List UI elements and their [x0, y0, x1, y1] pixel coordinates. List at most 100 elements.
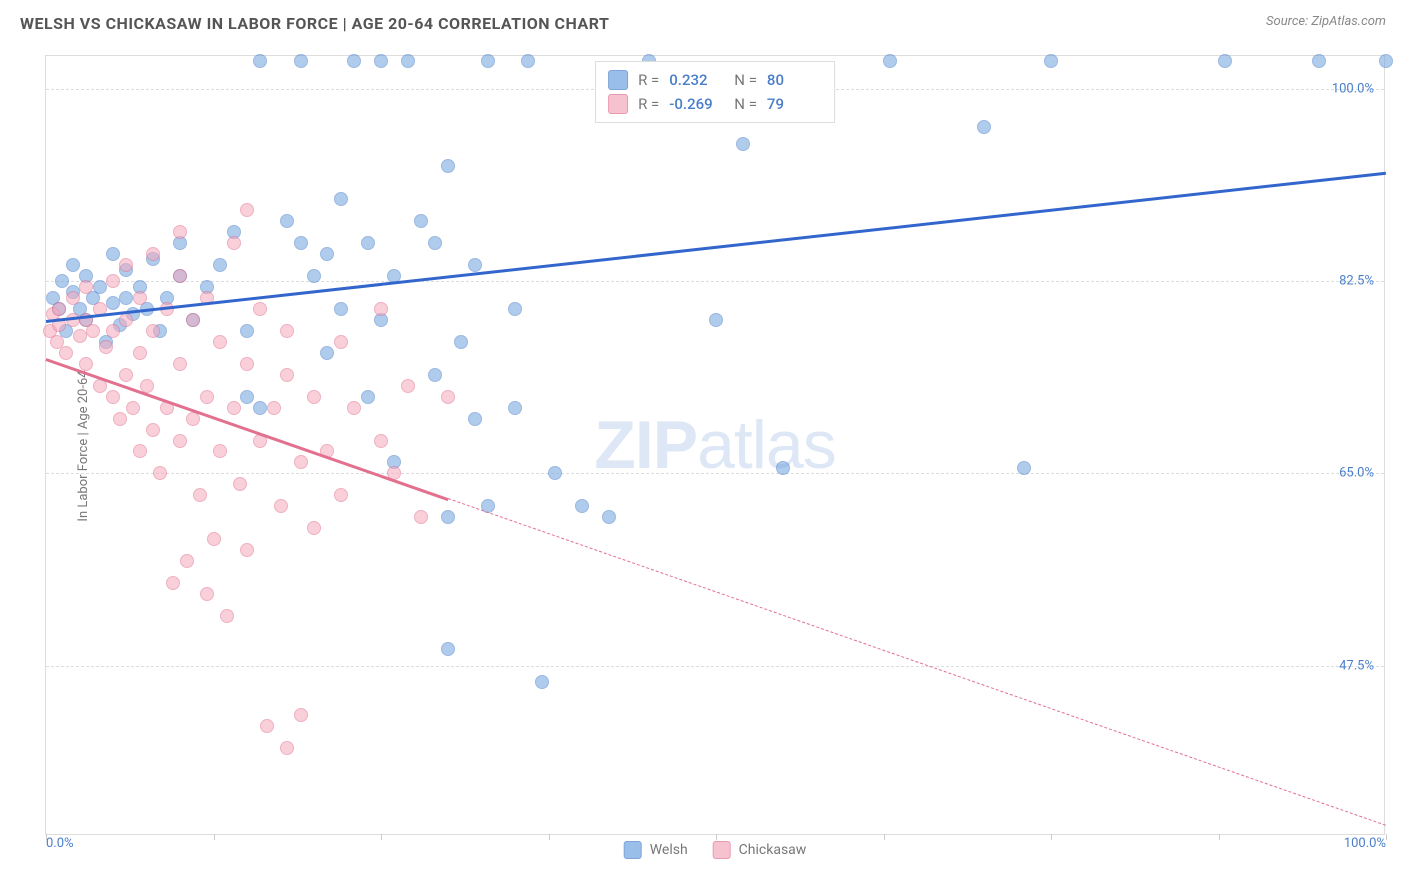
- scatter-point: [508, 302, 522, 316]
- scatter-point: [126, 401, 140, 415]
- chart-header: WELSH VS CHICKASAW IN LABOR FORCE | AGE …: [20, 14, 1386, 44]
- scatter-point: [521, 54, 535, 68]
- trend-line: [46, 358, 449, 500]
- scatter-point: [441, 642, 455, 656]
- scatter-point: [361, 236, 375, 250]
- scatter-point: [535, 675, 549, 689]
- scatter-point: [374, 54, 388, 68]
- scatter-point: [414, 510, 428, 524]
- scatter-point: [468, 412, 482, 426]
- stats-row: R = -0.269 N = 79: [608, 92, 822, 116]
- scatter-point: [260, 719, 274, 733]
- scatter-point: [1218, 54, 1232, 68]
- legend-swatch: [608, 94, 628, 114]
- scatter-point: [193, 488, 207, 502]
- scatter-point: [66, 258, 80, 272]
- scatter-point: [709, 313, 723, 327]
- stat-n-label: N =: [734, 71, 757, 89]
- scatter-point: [274, 499, 288, 513]
- scatter-point: [280, 324, 294, 338]
- scatter-point: [441, 159, 455, 173]
- chart-title: WELSH VS CHICKASAW IN LABOR FORCE | AGE …: [20, 14, 1386, 33]
- scatter-point: [267, 401, 281, 415]
- scatter-point: [133, 291, 147, 305]
- scatter-point: [320, 247, 334, 261]
- scatter-point: [401, 379, 415, 393]
- scatter-point: [146, 247, 160, 261]
- stat-r-value: 0.232: [669, 71, 724, 89]
- scatter-point: [334, 488, 348, 502]
- scatter-point: [1312, 54, 1326, 68]
- scatter-point: [99, 340, 113, 354]
- scatter-point: [106, 247, 120, 261]
- scatter-point: [508, 401, 522, 415]
- chart-plot-area: ZIPatlas 100.0%82.5%65.0%47.5%0.0%100.0%…: [45, 55, 1385, 835]
- scatter-point: [146, 324, 160, 338]
- scatter-point: [240, 357, 254, 371]
- scatter-point: [240, 543, 254, 557]
- scatter-point: [93, 280, 107, 294]
- scatter-point: [119, 368, 133, 382]
- stat-r-label: R =: [638, 95, 659, 113]
- scatter-point: [334, 335, 348, 349]
- scatter-point: [334, 192, 348, 206]
- scatter-point: [294, 455, 308, 469]
- scatter-point: [79, 357, 93, 371]
- scatter-point: [220, 609, 234, 623]
- stat-r-value: -0.269: [669, 95, 724, 113]
- scatter-point: [113, 412, 127, 426]
- watermark-suffix: atlas: [697, 407, 836, 483]
- scatter-point: [173, 357, 187, 371]
- scatter-point: [213, 444, 227, 458]
- scatter-point: [1379, 54, 1393, 68]
- scatter-point: [374, 302, 388, 316]
- x-tick-label: 100.0%: [1344, 836, 1386, 851]
- scatter-point: [213, 335, 227, 349]
- scatter-point: [454, 335, 468, 349]
- scatter-point: [73, 329, 87, 343]
- scatter-point: [294, 708, 308, 722]
- stat-n-value: 79: [767, 95, 822, 113]
- scatter-point: [428, 368, 442, 382]
- scatter-point: [294, 236, 308, 250]
- scatter-point: [133, 444, 147, 458]
- scatter-point: [240, 203, 254, 217]
- scatter-point: [401, 54, 415, 68]
- scatter-point: [227, 401, 241, 415]
- scatter-point: [240, 390, 254, 404]
- scatter-point: [414, 214, 428, 228]
- scatter-point: [66, 291, 80, 305]
- y-tick-label: 82.5%: [1339, 274, 1374, 289]
- scatter-point: [106, 274, 120, 288]
- scatter-point: [166, 576, 180, 590]
- scatter-point: [253, 401, 267, 415]
- y-tick-label: 65.0%: [1339, 466, 1374, 481]
- scatter-point: [361, 390, 375, 404]
- scatter-point: [200, 390, 214, 404]
- scatter-point: [233, 477, 247, 491]
- stat-n-label: N =: [734, 95, 757, 113]
- scatter-point: [153, 466, 167, 480]
- scatter-point: [133, 346, 147, 360]
- scatter-point: [119, 291, 133, 305]
- scatter-point: [119, 313, 133, 327]
- legend-label: Chickasaw: [739, 842, 807, 858]
- scatter-point: [548, 466, 562, 480]
- legend-item: Chickasaw: [713, 841, 807, 859]
- scatter-point: [119, 258, 133, 272]
- watermark-prefix: ZIP: [594, 407, 697, 483]
- y-tick-label: 47.5%: [1339, 658, 1374, 673]
- scatter-point: [575, 499, 589, 513]
- stat-r-label: R =: [638, 71, 659, 89]
- scatter-point: [207, 532, 221, 546]
- scatter-point: [106, 390, 120, 404]
- scatter-point: [146, 423, 160, 437]
- grid-line: [46, 666, 1384, 667]
- scatter-point: [55, 274, 69, 288]
- scatter-point: [320, 346, 334, 360]
- chart-container: WELSH VS CHICKASAW IN LABOR FORCE | AGE …: [0, 0, 1406, 892]
- scatter-point: [347, 54, 361, 68]
- scatter-point: [186, 313, 200, 327]
- scatter-point: [602, 510, 616, 524]
- chart-source: Source: ZipAtlas.com: [1266, 14, 1386, 29]
